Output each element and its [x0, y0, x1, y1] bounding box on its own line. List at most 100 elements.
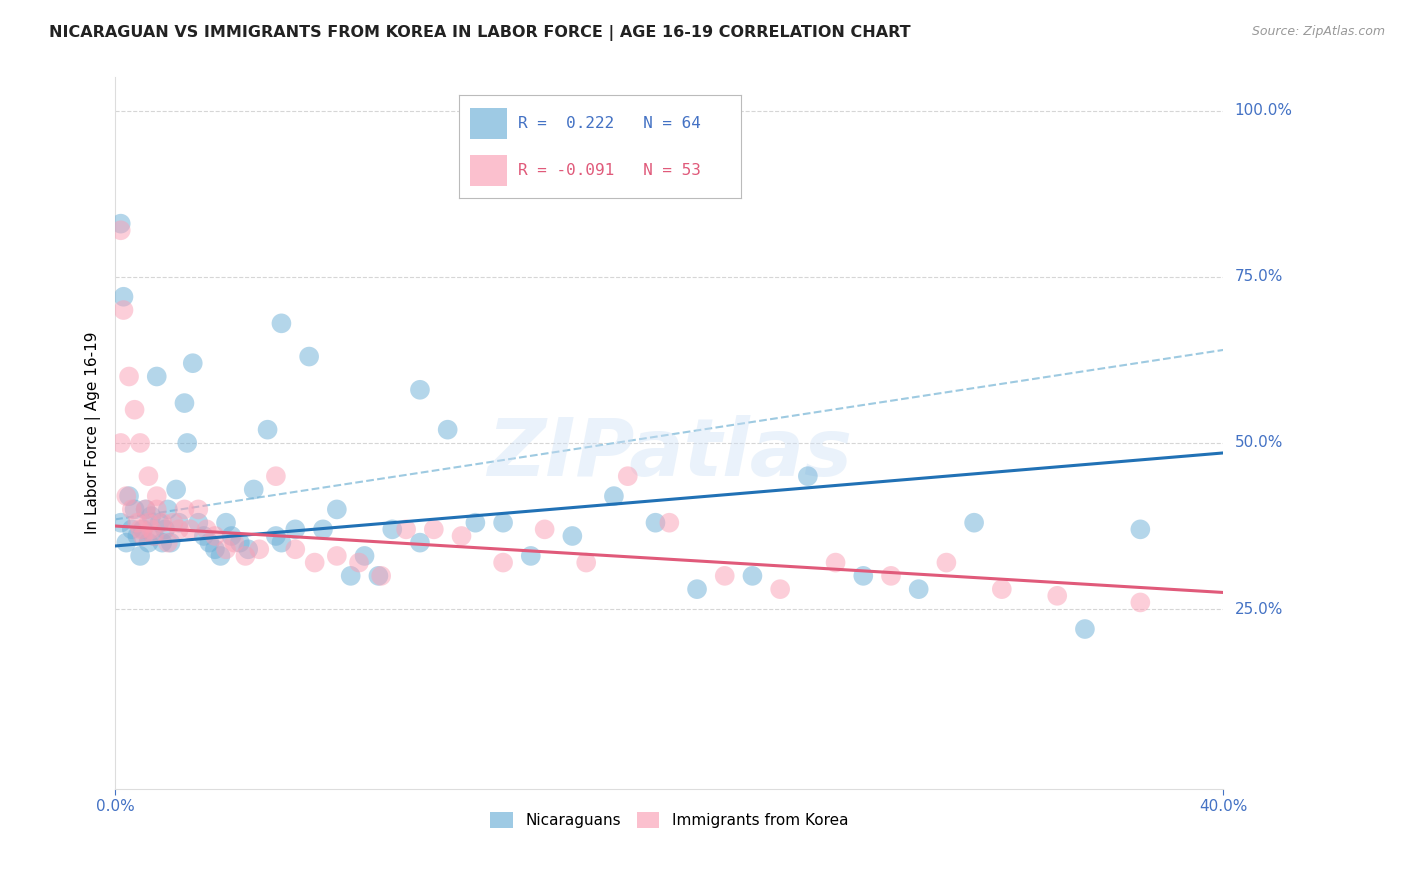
Point	[1129, 595, 1152, 609]
Point	[339, 569, 361, 583]
Point	[150, 516, 173, 530]
Point	[129, 522, 152, 536]
Point	[121, 502, 143, 516]
Point	[173, 502, 195, 516]
Point	[129, 436, 152, 450]
Point	[713, 569, 735, 583]
Point	[256, 423, 278, 437]
Point	[436, 423, 458, 437]
Point	[167, 516, 190, 530]
Point	[181, 356, 204, 370]
Point	[193, 529, 215, 543]
Point	[112, 290, 135, 304]
Point	[741, 569, 763, 583]
Point	[159, 535, 181, 549]
Point	[221, 529, 243, 543]
Point	[880, 569, 903, 583]
Point	[204, 529, 226, 543]
Point	[145, 502, 167, 516]
Point	[492, 556, 515, 570]
Point	[381, 522, 404, 536]
Point	[1074, 622, 1097, 636]
Point	[173, 396, 195, 410]
Point	[135, 502, 157, 516]
Point	[118, 369, 141, 384]
Point	[215, 516, 238, 530]
Point	[852, 569, 875, 583]
Point	[110, 436, 132, 450]
Point	[129, 549, 152, 563]
Point	[1129, 522, 1152, 536]
Point	[797, 469, 820, 483]
Point	[115, 535, 138, 549]
Point	[115, 489, 138, 503]
Point	[492, 516, 515, 530]
Point	[224, 535, 246, 549]
Point	[153, 522, 176, 536]
Point	[298, 350, 321, 364]
Point	[370, 569, 392, 583]
Text: 25.0%: 25.0%	[1234, 601, 1282, 616]
Point	[209, 549, 232, 563]
Text: 50.0%: 50.0%	[1234, 435, 1282, 450]
Point	[395, 522, 418, 536]
Point	[148, 516, 170, 530]
Point	[686, 582, 709, 596]
Point	[1046, 589, 1069, 603]
Point	[124, 502, 146, 516]
Point	[179, 522, 201, 536]
Point	[991, 582, 1014, 596]
Point	[143, 529, 166, 543]
Point	[127, 516, 149, 530]
Point	[187, 502, 209, 516]
Y-axis label: In Labor Force | Age 16-19: In Labor Force | Age 16-19	[86, 332, 101, 534]
Point	[238, 542, 260, 557]
Point	[143, 529, 166, 543]
Point	[162, 516, 184, 530]
Point	[132, 529, 155, 543]
Point	[409, 383, 432, 397]
Point	[247, 542, 270, 557]
Text: Source: ZipAtlas.com: Source: ZipAtlas.com	[1251, 25, 1385, 38]
Point	[141, 509, 163, 524]
Point	[124, 402, 146, 417]
Text: 100.0%: 100.0%	[1234, 103, 1292, 118]
Point	[409, 535, 432, 549]
Point	[423, 522, 446, 536]
Point	[963, 516, 986, 530]
Point	[138, 516, 160, 530]
Point	[264, 469, 287, 483]
Point	[326, 549, 349, 563]
Point	[198, 535, 221, 549]
Point	[824, 556, 846, 570]
Text: NICARAGUAN VS IMMIGRANTS FROM KOREA IN LABOR FORCE | AGE 16-19 CORRELATION CHART: NICARAGUAN VS IMMIGRANTS FROM KOREA IN L…	[49, 25, 911, 41]
Point	[141, 522, 163, 536]
Point	[110, 223, 132, 237]
Point	[187, 516, 209, 530]
Point	[464, 516, 486, 530]
Point	[644, 516, 666, 530]
Point	[110, 217, 132, 231]
Point	[367, 569, 389, 583]
Point	[270, 535, 292, 549]
Point	[150, 535, 173, 549]
Point	[353, 549, 375, 563]
Point	[176, 436, 198, 450]
Point	[907, 582, 929, 596]
Point	[935, 556, 957, 570]
Point	[304, 556, 326, 570]
Point	[284, 522, 307, 536]
Point	[520, 549, 543, 563]
Point	[138, 535, 160, 549]
Point	[326, 502, 349, 516]
Point	[242, 483, 264, 497]
Point	[284, 542, 307, 557]
Point	[658, 516, 681, 530]
Point	[145, 369, 167, 384]
Point	[118, 489, 141, 503]
Point	[121, 522, 143, 536]
Point	[165, 483, 187, 497]
Point	[112, 303, 135, 318]
Point	[135, 502, 157, 516]
Point	[561, 529, 583, 543]
